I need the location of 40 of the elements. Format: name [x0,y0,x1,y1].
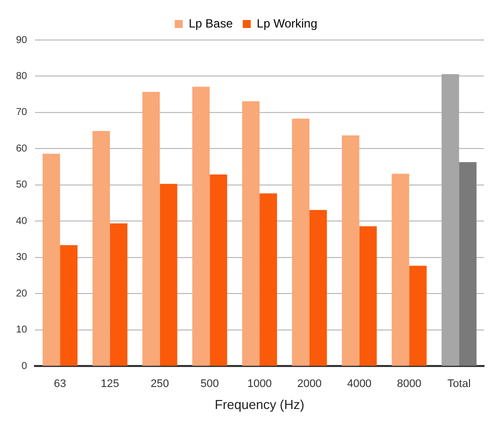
y-tick-label: 90 [16,34,28,46]
bar [160,184,178,366]
y-tick-label: 30 [16,252,28,264]
bar [359,226,377,366]
x-tick-label: 2000 [297,378,322,390]
y-tick-label: 40 [16,216,28,227]
y-tick-label: 0 [22,360,28,372]
y-tick-label: 10 [16,324,28,336]
bar [142,92,160,366]
bar [60,245,78,366]
x-tick-label: 250 [150,378,169,390]
bar [292,118,310,366]
bar [210,174,228,366]
y-tick-label: 20 [16,288,28,300]
x-tick-label: 1000 [247,378,272,390]
bar [342,135,360,366]
bar [192,86,210,366]
legend-label: Lp Base [188,16,234,30]
x-axis-title: Frequency (Hz) [214,396,304,412]
legend-label: Lp Working [256,16,318,30]
bar [242,101,260,366]
x-tick-label: 500 [200,378,219,390]
x-tick-label: 8000 [396,378,422,390]
bar [42,154,60,366]
bar [442,74,460,366]
y-tick-label: 80 [16,70,28,82]
x-tick-label: 63 [54,378,66,390]
bar [309,210,327,366]
x-tick-label: 4000 [347,378,372,390]
x-tick-label: 125 [100,378,120,390]
bar [92,130,110,366]
bar [260,193,278,366]
x-tick-label: Total [447,378,471,390]
bar [459,162,477,366]
bar [110,223,128,366]
y-tick-label: 70 [16,107,28,118]
y-tick-label: 50 [16,180,28,191]
y-tick-label: 60 [16,143,28,154]
bar [409,266,427,366]
bar [392,174,410,366]
